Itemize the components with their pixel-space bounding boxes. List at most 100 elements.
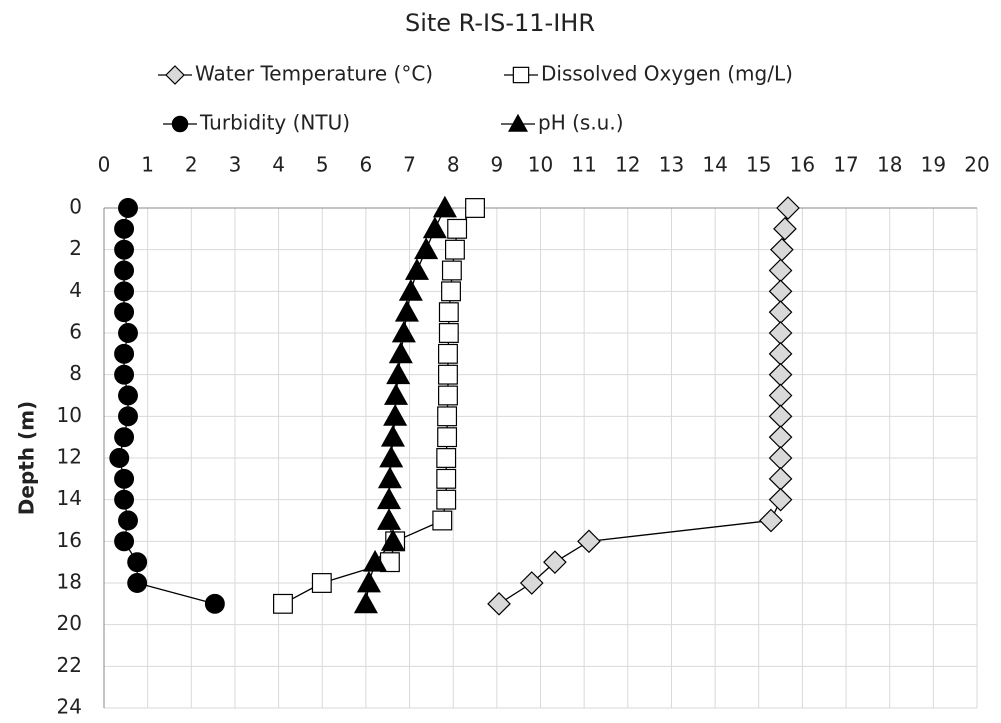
data-point — [386, 362, 411, 385]
legend-marker — [171, 115, 189, 133]
x-tick-label: 17 — [833, 153, 858, 177]
series-line — [118, 207, 216, 605]
chart-title: Site R-IS-11-IHR — [405, 9, 595, 37]
data-point — [438, 343, 458, 364]
y-tick-label: 2 — [69, 236, 82, 260]
y-axis-label: Depth (m) — [15, 401, 39, 515]
data-point — [543, 550, 567, 575]
data-point — [438, 302, 459, 323]
x-tick-label: 8 — [447, 153, 460, 177]
data-point — [114, 260, 135, 281]
data-point — [118, 406, 138, 427]
data-point — [519, 571, 544, 595]
data-point — [768, 466, 793, 491]
legend-marker — [507, 113, 529, 132]
data-point — [436, 448, 457, 468]
legend-label: Dissolved Oxygen (mg/L) — [541, 62, 793, 86]
x-tick-label: 0 — [98, 153, 111, 177]
data-point — [118, 385, 138, 406]
data-point — [118, 323, 138, 343]
data-point — [437, 427, 458, 448]
data-point — [768, 341, 793, 366]
y-tick-label: 16 — [57, 528, 82, 552]
data-point — [441, 260, 462, 281]
y-tick-label: 0 — [69, 195, 82, 219]
data-point — [465, 198, 485, 218]
data-point — [114, 281, 135, 302]
data-point — [114, 239, 135, 260]
y-tick-label: 12 — [57, 445, 82, 469]
data-point — [404, 258, 429, 280]
data-point — [447, 218, 468, 239]
data-point — [436, 489, 457, 510]
data-point — [380, 529, 405, 551]
data-point — [383, 383, 409, 405]
x-tick-label: 11 — [571, 153, 596, 177]
data-point — [377, 466, 402, 489]
series-line — [498, 207, 789, 605]
data-point — [422, 216, 447, 239]
y-tick-label: 24 — [57, 695, 82, 719]
data-point — [432, 195, 457, 218]
data-point — [356, 570, 381, 593]
data-point — [768, 487, 793, 512]
x-tick-label: 5 — [316, 153, 329, 177]
data-point — [114, 468, 135, 489]
data-point — [118, 198, 138, 218]
data-point — [768, 321, 793, 345]
legend-label: pH (s.u.) — [538, 111, 624, 135]
data-point — [311, 573, 332, 593]
data-point — [363, 549, 388, 572]
data-point — [114, 489, 135, 510]
data-point — [379, 445, 404, 468]
data-point — [768, 258, 793, 283]
data-point — [773, 216, 797, 241]
x-tick-label: 7 — [403, 153, 416, 177]
data-point — [114, 302, 135, 323]
data-point — [114, 531, 135, 552]
data-point — [391, 320, 416, 343]
data-point — [109, 448, 130, 468]
data-point — [273, 593, 293, 614]
y-tick-label: 8 — [69, 361, 82, 385]
data-point — [577, 529, 601, 554]
data-point — [487, 591, 511, 616]
x-tick-label: 4 — [272, 153, 285, 177]
legend-marker — [165, 65, 185, 85]
data-point — [353, 591, 378, 614]
y-tick-label: 14 — [57, 486, 82, 510]
y-tick-label: 6 — [69, 320, 82, 344]
data-point — [768, 279, 793, 304]
data-point — [114, 343, 135, 364]
data-point — [768, 425, 793, 450]
y-tick-label: 4 — [69, 278, 82, 302]
legend-label: Water Temperature (°C) — [195, 62, 433, 86]
data-point — [114, 427, 135, 448]
x-tick-label: 20 — [964, 153, 989, 177]
x-tick-label: 13 — [659, 153, 684, 177]
data-point — [441, 281, 461, 302]
x-tick-label: 10 — [528, 153, 553, 177]
data-point — [394, 299, 419, 322]
data-point — [759, 508, 783, 533]
x-tick-label: 6 — [360, 153, 373, 177]
data-point — [127, 552, 148, 573]
y-tick-label: 20 — [57, 611, 82, 635]
data-point — [768, 300, 793, 325]
y-tick-label: 18 — [57, 570, 82, 594]
data-point — [768, 362, 793, 387]
x-tick-label: 1 — [141, 153, 154, 177]
y-tick-label: 10 — [57, 403, 82, 427]
data-point — [768, 404, 793, 429]
data-point — [438, 364, 458, 385]
data-point — [438, 323, 459, 343]
x-tick-label: 18 — [877, 153, 902, 177]
data-point — [436, 468, 457, 489]
data-point — [383, 404, 408, 426]
data-point — [204, 593, 225, 614]
data-point — [776, 196, 800, 220]
data-point — [432, 510, 453, 531]
x-tick-label: 2 — [185, 153, 198, 177]
data-point — [438, 385, 458, 406]
